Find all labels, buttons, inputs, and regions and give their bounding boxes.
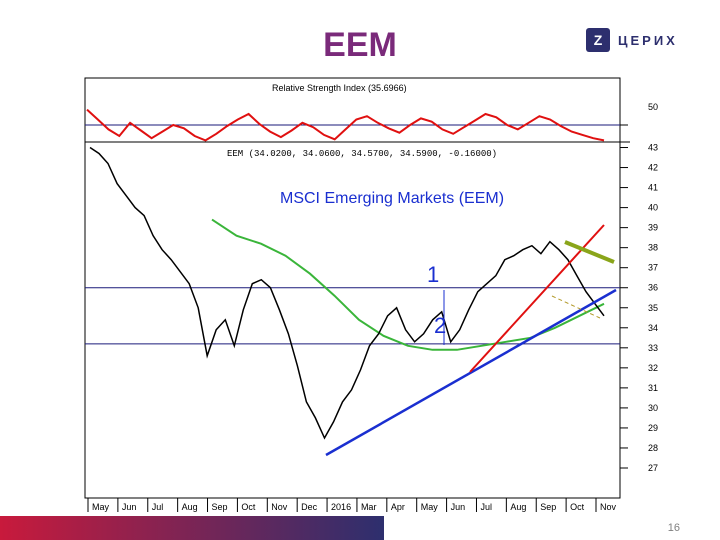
trendline-secondary — [469, 224, 605, 373]
y-tick-label: 40 — [648, 203, 658, 213]
quote-line: EEM (34.0200, 34.0600, 34.5700, 34.5900,… — [227, 149, 497, 159]
price-line — [89, 146, 605, 440]
x-tick-label: Aug — [510, 502, 526, 512]
x-tick-label: May — [421, 502, 439, 512]
y-tick-label: 41 — [648, 183, 658, 193]
x-tick-label: Apr — [391, 502, 405, 512]
footer-bar — [0, 516, 384, 540]
rsi-tick-label: 50 — [648, 102, 658, 112]
chart-title: MSCI Emerging Markets (EEM) — [280, 190, 504, 207]
x-tick-label: May — [92, 502, 110, 512]
y-tick-label: 31 — [648, 383, 658, 393]
y-tick-label: 34 — [648, 323, 658, 333]
y-tick-label: 42 — [648, 163, 658, 173]
x-axis-ticks: May Jun Jul Aug Sep Oct Nov Dec 2016 Mar Apr May Jun… — [87, 498, 617, 512]
x-tick-label: Oct — [570, 502, 585, 512]
y-tick-label: 39 — [648, 223, 658, 233]
y-tick-label: 38 — [648, 243, 658, 253]
x-tick-label: Jul — [152, 502, 164, 512]
y-tick-label: 43 — [648, 143, 658, 153]
x-tick-label: Nov — [600, 502, 617, 512]
y-tick-label: 36 — [648, 283, 658, 293]
x-tick-label: Sep — [212, 502, 228, 512]
y-tick-label: 35 — [648, 303, 658, 313]
annotation-1: 1 — [427, 262, 439, 287]
y-tick-label: 33 — [648, 343, 658, 353]
rsi-line — [86, 108, 605, 142]
x-tick-label: Aug — [182, 502, 198, 512]
annotation-2: 2 — [434, 313, 446, 338]
x-tick-label: Mar — [361, 502, 377, 512]
x-tick-label: 2016 — [331, 502, 351, 512]
brand-logo: Z ЦЕРИХ — [586, 28, 678, 52]
x-tick-label: Oct — [241, 502, 256, 512]
y-tick-label: 32 — [648, 363, 658, 373]
y-tick-label: 29 — [648, 423, 658, 433]
y-axis-ticks: 27 28 29 30 31 32 33 34 35 36 37 38 39 40 41 42 43 — [620, 143, 658, 473]
y-tick-label: 30 — [648, 403, 658, 413]
brand-logo-icon: Z — [586, 28, 610, 52]
x-tick-label: Dec — [301, 502, 318, 512]
slide-title: EEM — [323, 26, 397, 64]
projection-dashes — [551, 295, 601, 319]
rsi-label: Relative Strength Index (35.6966) — [272, 83, 407, 93]
y-tick-label: 27 — [648, 463, 658, 473]
logo-text: ЦЕРИХ — [618, 32, 678, 48]
x-tick-label: Sep — [540, 502, 556, 512]
x-tick-label: Nov — [271, 502, 288, 512]
x-tick-label: Jul — [480, 502, 492, 512]
rsi-axis-ticks: 50 — [620, 102, 658, 126]
logo-mark-letter: Z — [593, 32, 603, 48]
y-tick-label: 28 — [648, 443, 658, 453]
x-tick-label: Jun — [122, 502, 137, 512]
trendline-primary — [325, 288, 617, 457]
resistance-line — [564, 240, 615, 264]
y-tick-label: 37 — [648, 263, 658, 273]
x-tick-label: Jun — [451, 502, 466, 512]
page-number: 16 — [667, 522, 680, 534]
